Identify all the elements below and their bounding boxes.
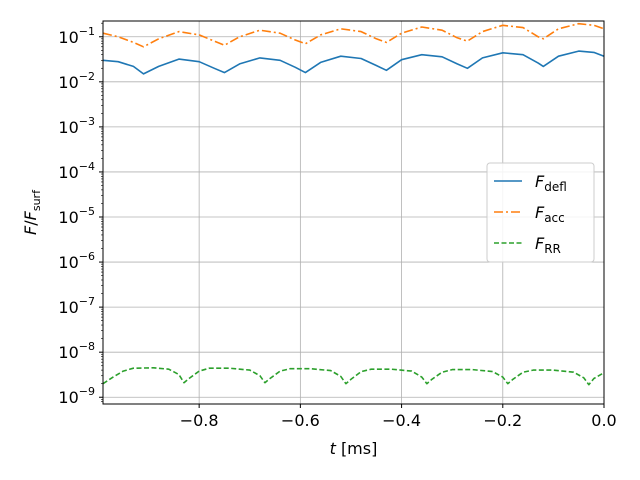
y-tick-label: 10−4 xyxy=(58,160,95,182)
y-tick-label: 10−8 xyxy=(58,340,95,362)
y-axis-var-num: F xyxy=(21,225,40,235)
y-axis-label: F/Fsurf xyxy=(21,189,43,235)
legend-label-acc: Facc xyxy=(535,203,565,225)
y-axis-slash: / xyxy=(21,220,40,226)
legend-label-rr: FRR xyxy=(535,234,561,256)
x-tick-label: 0.0 xyxy=(591,411,616,430)
y-axis-var-den: F xyxy=(21,210,40,220)
y-tick-label: 10−5 xyxy=(58,205,95,227)
series-line-acc xyxy=(102,22,605,48)
y-tick-label: 10−6 xyxy=(58,250,95,272)
series-layer xyxy=(102,22,605,386)
x-tick-label: −0.6 xyxy=(281,411,320,430)
x-axis-var: t xyxy=(330,439,337,458)
x-axis-unit: [ms] xyxy=(341,439,377,458)
y-tick-label: 10−2 xyxy=(58,70,95,92)
ticks: −0.8 −0.6 −0.4 −0.2 0.0 10−1 10−2 10−3 10−4 10−5 1… xyxy=(58,22,617,430)
y-axis-sub: surf xyxy=(30,189,43,211)
series-line-defl xyxy=(102,50,605,75)
x-tick-label: −0.4 xyxy=(382,411,421,430)
y-tick-label: 10−9 xyxy=(58,385,95,407)
y-tick-label: 10−1 xyxy=(58,25,95,47)
series-line-rr xyxy=(102,367,605,386)
x-axis-label: t [ms] xyxy=(330,439,378,458)
y-tick-label: 10−3 xyxy=(58,115,95,137)
legend-box xyxy=(486,162,595,263)
legend-label-defl: Fdefl xyxy=(535,172,567,194)
y-tick-label: 10−7 xyxy=(58,295,95,317)
legend: Fdefl Facc FRR xyxy=(486,162,595,263)
x-tick-label: −0.2 xyxy=(483,411,522,430)
plot-frame xyxy=(102,20,605,405)
x-tick-label: −0.8 xyxy=(180,411,219,430)
